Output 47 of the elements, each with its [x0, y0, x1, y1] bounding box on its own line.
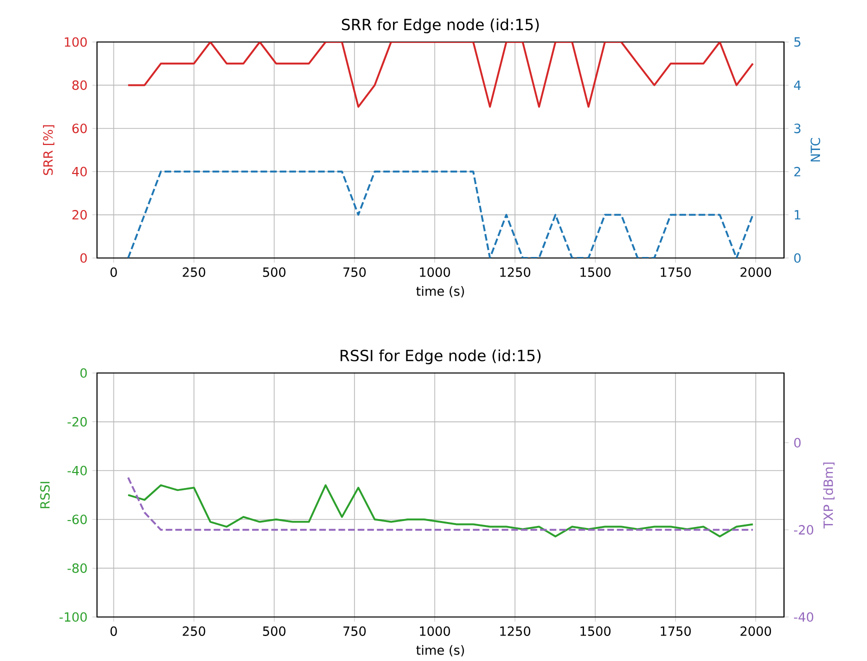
x-tick-label: 1750: [660, 626, 691, 636]
y-axis-title: SRR [%]: [43, 125, 54, 176]
y-tick-label: -60: [68, 514, 87, 524]
x-tick-label: 1250: [500, 626, 530, 636]
x-tick-label: 750: [343, 267, 366, 278]
y-tick-label: -40: [68, 466, 87, 476]
x-tick-label: 1250: [500, 267, 530, 278]
chart-title: RSSI for Edge node (id:15): [340, 350, 541, 364]
y2-axis-title: TXP [dBm]: [823, 462, 835, 529]
x-tick-label: 2000: [740, 626, 772, 636]
y-tick-label: 40: [72, 166, 87, 176]
x-axis-title: time (s): [416, 286, 464, 298]
y-tick-label: 60: [72, 124, 87, 134]
y-axis-title: RSSI: [40, 482, 50, 508]
chart-title: SRR for Edge node (id:15): [342, 18, 539, 34]
x-tick-label: 1000: [420, 626, 450, 636]
x-tick-label: 1500: [580, 626, 611, 636]
y2-tick-label: 0: [794, 438, 801, 448]
y2-tick-label: 0: [794, 253, 801, 263]
x-tick-label: 500: [263, 626, 286, 636]
x-tick-label: 0: [110, 626, 117, 636]
y2-tick-label: -20: [794, 525, 814, 535]
y-tick-label: 80: [72, 80, 87, 90]
y2-tick-label: 3: [794, 124, 800, 134]
y2-tick-label: 5: [794, 37, 800, 47]
y-tick-label: -80: [68, 563, 87, 574]
y-tick-label: -20: [68, 417, 87, 427]
y2-tick-label: -40: [794, 612, 814, 622]
x-tick-label: 0: [110, 267, 117, 278]
y-tick-label: 0: [80, 253, 87, 263]
y2-tick-label: 4: [794, 80, 801, 90]
y-tick-label: 100: [64, 37, 87, 47]
x-tick-label: 250: [182, 626, 206, 636]
y2-axis-title: NTC: [810, 138, 820, 162]
x-tick-label: 250: [182, 267, 206, 278]
x-tick-label: 500: [263, 267, 286, 278]
y-tick-label: 20: [72, 210, 87, 220]
x-axis-title: time (s): [416, 645, 464, 656]
y-tick-label: -100: [60, 612, 87, 622]
y2-tick-label: 2: [794, 166, 800, 176]
y2-tick-label: 1: [794, 210, 800, 220]
x-tick-label: 2000: [740, 267, 772, 278]
y-tick-label: 0: [80, 368, 87, 378]
x-tick-label: 1500: [580, 267, 611, 278]
x-tick-label: 750: [343, 626, 366, 636]
x-tick-label: 1750: [660, 267, 691, 278]
x-tick-label: 1000: [420, 267, 450, 278]
